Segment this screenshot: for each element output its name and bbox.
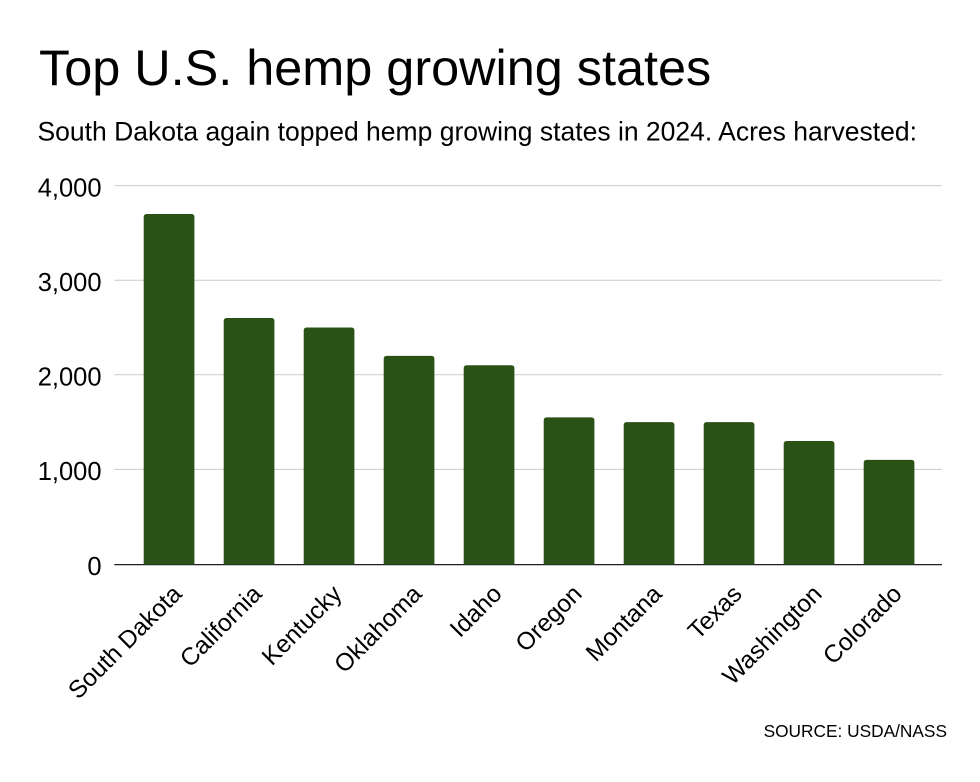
svg-text:1,000: 1,000 [38,458,102,486]
svg-text:SOURCE: USDA/NASS: SOURCE: USDA/NASS [764,721,947,741]
svg-text:0: 0 [87,553,101,581]
svg-text:Top U.S. hemp growing states: Top U.S. hemp growing states [39,39,711,96]
svg-text:3,000: 3,000 [38,269,102,297]
svg-text:South Dakota again topped hemp: South Dakota again topped hemp growing s… [38,117,917,147]
svg-text:4,000: 4,000 [38,174,102,202]
svg-text:2,000: 2,000 [38,364,102,392]
